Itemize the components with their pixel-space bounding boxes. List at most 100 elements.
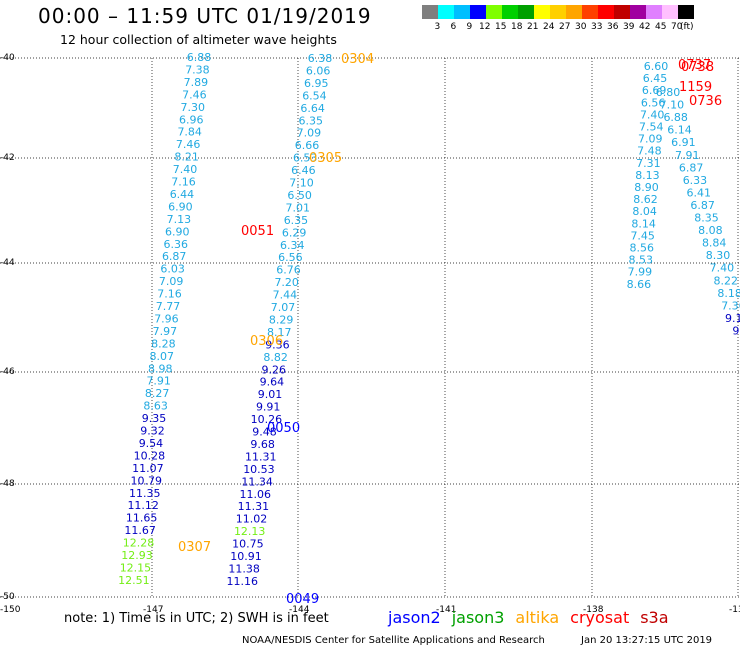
wave-height-value: 9.4 (732, 324, 740, 337)
wave-height-value: 8.21 (174, 151, 199, 164)
latitude-label: -42 (0, 153, 15, 163)
wave-height-value: 11.02 (236, 513, 268, 526)
color-scale-cell (470, 5, 486, 19)
color-scale-label: (ft) (680, 22, 694, 32)
footnote: note: 1) Time is in UTC; 2) SWH is in fe… (64, 611, 329, 626)
wave-height-value: 6.45 (643, 72, 668, 85)
wave-height-value: 8.90 (634, 181, 659, 194)
wave-height-value: 10.75 (232, 538, 264, 551)
wave-height-value: 10.53 (243, 463, 275, 476)
wave-height-value: 6.87 (679, 161, 704, 174)
wave-height-value: 8.82 (263, 351, 288, 364)
track-time-label: 0050 (267, 421, 300, 436)
wave-height-value: 8.27 (145, 387, 170, 400)
color-scale-cell (566, 5, 582, 19)
color-scale-cell (502, 5, 518, 19)
wave-height-value: 7.16 (171, 176, 196, 189)
wave-height-value: 6.88 (187, 51, 212, 64)
wave-height-value: 11.16 (227, 575, 259, 588)
wave-height-value: 7.38 (185, 63, 210, 76)
track-time-label: 0306 (250, 334, 283, 349)
wave-height-value: 7.77 (156, 300, 181, 313)
wave-height-value: 9.35 (142, 412, 167, 425)
wave-height-value: 6.14 (667, 124, 692, 137)
wave-height-value: 12.51 (118, 574, 150, 587)
wave-height-value: 10.26 (251, 413, 283, 426)
color-scale-cell (550, 5, 566, 19)
wave-height-value: 6.03 (160, 263, 185, 276)
color-scale-label: 45 (655, 22, 667, 32)
latitude-label: -46 (0, 367, 15, 377)
wave-height-value: 6.87 (162, 250, 187, 263)
wave-height-value: 8.62 (633, 193, 658, 206)
longitude-label: -141 (436, 605, 456, 615)
wave-height-value: 9.54 (139, 437, 164, 450)
wave-height-value: 6.50 (287, 189, 312, 202)
wave-height-value: 8.63 (143, 400, 168, 413)
axis-labels: -40 -42 -44 -46 -48 -50 -150 -147 -144 -141 -138 -1… (0, 53, 740, 615)
wave-height-value: 6.60 (644, 60, 669, 73)
color-scale-cell (614, 5, 630, 19)
wave-height-value: 6.87 (690, 199, 715, 212)
wave-height-value: 11.31 (238, 500, 270, 513)
wave-height-value: 8.14 (631, 217, 656, 230)
wave-height-values: 6.887.387.897.467.306.967.847.468.217.40… (118, 51, 740, 588)
color-scale-label: 30 (575, 22, 587, 32)
wave-height-value: 7.10 (660, 99, 685, 112)
wave-height-value: 6.69 (642, 84, 667, 97)
wave-height-value: 8.35 (694, 212, 719, 225)
wave-height-value: 7.46 (176, 138, 201, 151)
wave-height-value: 8.28 (151, 337, 176, 350)
wave-height-value: 8.53 (629, 254, 654, 267)
wave-height-value: 9.64 (260, 376, 285, 389)
wave-height-value: 7.07 (271, 301, 296, 314)
wave-height-value: 7.89 (184, 76, 209, 89)
wave-height-value: 8.22 (714, 274, 739, 287)
longitude-label: -147 (143, 605, 163, 615)
wave-height-value: 7.40 (710, 262, 735, 275)
legend-item-s3a: s3a (640, 608, 669, 627)
wave-height-value: 11.67 (124, 524, 156, 537)
wave-height-value: 7.84 (177, 126, 202, 139)
wave-height-value: 12.13 (234, 525, 266, 538)
wave-height-value: 8.30 (706, 249, 731, 262)
wave-height-value: 11.06 (240, 488, 272, 501)
wave-height-value: 6.54 (302, 89, 327, 102)
wave-height-value: 6.91 (671, 136, 696, 149)
wave-height-value: 9.26 (262, 363, 287, 376)
track-time-label: 0307 (178, 540, 211, 555)
color-scale-label: 33 (591, 22, 603, 32)
longitude-label: -150 (0, 605, 21, 615)
latitude-label: -40 (0, 53, 15, 63)
color-scale-label: 27 (559, 22, 571, 32)
satellite-legend: jason2 jason3 altika cryosat s3a (388, 608, 669, 627)
wave-height-value: 7.40 (173, 163, 198, 176)
wave-height-value: 7.01 (286, 201, 311, 214)
track-time-label: 0304 (341, 52, 374, 67)
color-scale-cell (486, 5, 502, 19)
wave-height-value: 6.06 (306, 64, 331, 77)
wave-height-value: 11.07 (132, 462, 164, 475)
color-scale-label: 39 (623, 22, 635, 32)
wave-height-value: 8.08 (698, 224, 723, 237)
wave-height-value: 6.53 (293, 152, 318, 165)
wave-height-value: 9.01 (258, 388, 283, 401)
wave-height-value: 7.31 (636, 157, 661, 170)
wave-height-value: 6.64 (300, 102, 325, 115)
wave-height-value: 6.56 (278, 251, 303, 264)
wave-height-value: 7.46 (182, 88, 207, 101)
wave-height-value: 9.32 (140, 425, 165, 438)
wave-height-value: 11.12 (127, 499, 159, 512)
wave-height-value: 8.56 (630, 242, 655, 255)
wave-height-value: 6.36 (164, 238, 189, 251)
track-time-labels: 0049 0050 0051 0304 0305 0306 0307 0736 07370738… (178, 52, 722, 607)
wave-height-value: 8.04 (632, 205, 657, 218)
legend-item-cryosat: cryosat (570, 608, 630, 627)
track-time-label: 0737 (678, 58, 711, 73)
color-scale-label: 21 (527, 22, 539, 32)
track-time-label: 0736 (689, 94, 722, 109)
wave-height-value: 6.96 (179, 113, 204, 126)
wave-height-value: 9.91 (256, 401, 281, 414)
credit-line: NOAA/NESDIS Center for Satellite Applica… (242, 635, 545, 646)
wave-height-value: 6.76 (276, 264, 301, 277)
